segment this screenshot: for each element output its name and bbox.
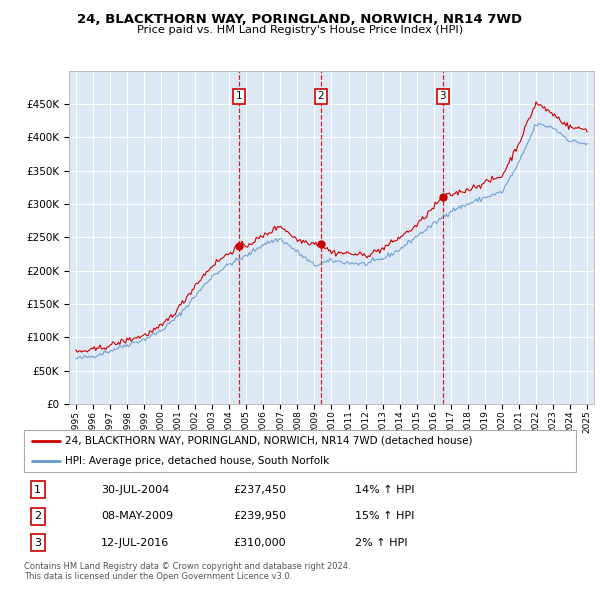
- Text: 14% ↑ HPI: 14% ↑ HPI: [355, 485, 415, 495]
- Text: 12-JUL-2016: 12-JUL-2016: [101, 537, 170, 548]
- Text: Contains HM Land Registry data © Crown copyright and database right 2024.
This d: Contains HM Land Registry data © Crown c…: [24, 562, 350, 581]
- Text: 08-MAY-2009: 08-MAY-2009: [101, 512, 173, 521]
- Text: Price paid vs. HM Land Registry's House Price Index (HPI): Price paid vs. HM Land Registry's House …: [137, 25, 463, 35]
- Text: 1: 1: [34, 485, 41, 495]
- FancyBboxPatch shape: [24, 430, 576, 472]
- Text: 15% ↑ HPI: 15% ↑ HPI: [355, 512, 415, 521]
- Text: 2: 2: [317, 91, 324, 101]
- Text: 3: 3: [439, 91, 446, 101]
- Text: HPI: Average price, detached house, South Norfolk: HPI: Average price, detached house, Sout…: [65, 455, 329, 466]
- Text: £237,450: £237,450: [234, 485, 287, 495]
- Text: 1: 1: [236, 91, 242, 101]
- Text: 3: 3: [34, 537, 41, 548]
- Text: 30-JUL-2004: 30-JUL-2004: [101, 485, 170, 495]
- Text: 2% ↑ HPI: 2% ↑ HPI: [355, 537, 408, 548]
- Text: 2: 2: [34, 512, 41, 521]
- Text: 24, BLACKTHORN WAY, PORINGLAND, NORWICH, NR14 7WD (detached house): 24, BLACKTHORN WAY, PORINGLAND, NORWICH,…: [65, 436, 473, 446]
- Text: 24, BLACKTHORN WAY, PORINGLAND, NORWICH, NR14 7WD: 24, BLACKTHORN WAY, PORINGLAND, NORWICH,…: [77, 13, 523, 26]
- Text: £239,950: £239,950: [234, 512, 287, 521]
- Text: £310,000: £310,000: [234, 537, 286, 548]
